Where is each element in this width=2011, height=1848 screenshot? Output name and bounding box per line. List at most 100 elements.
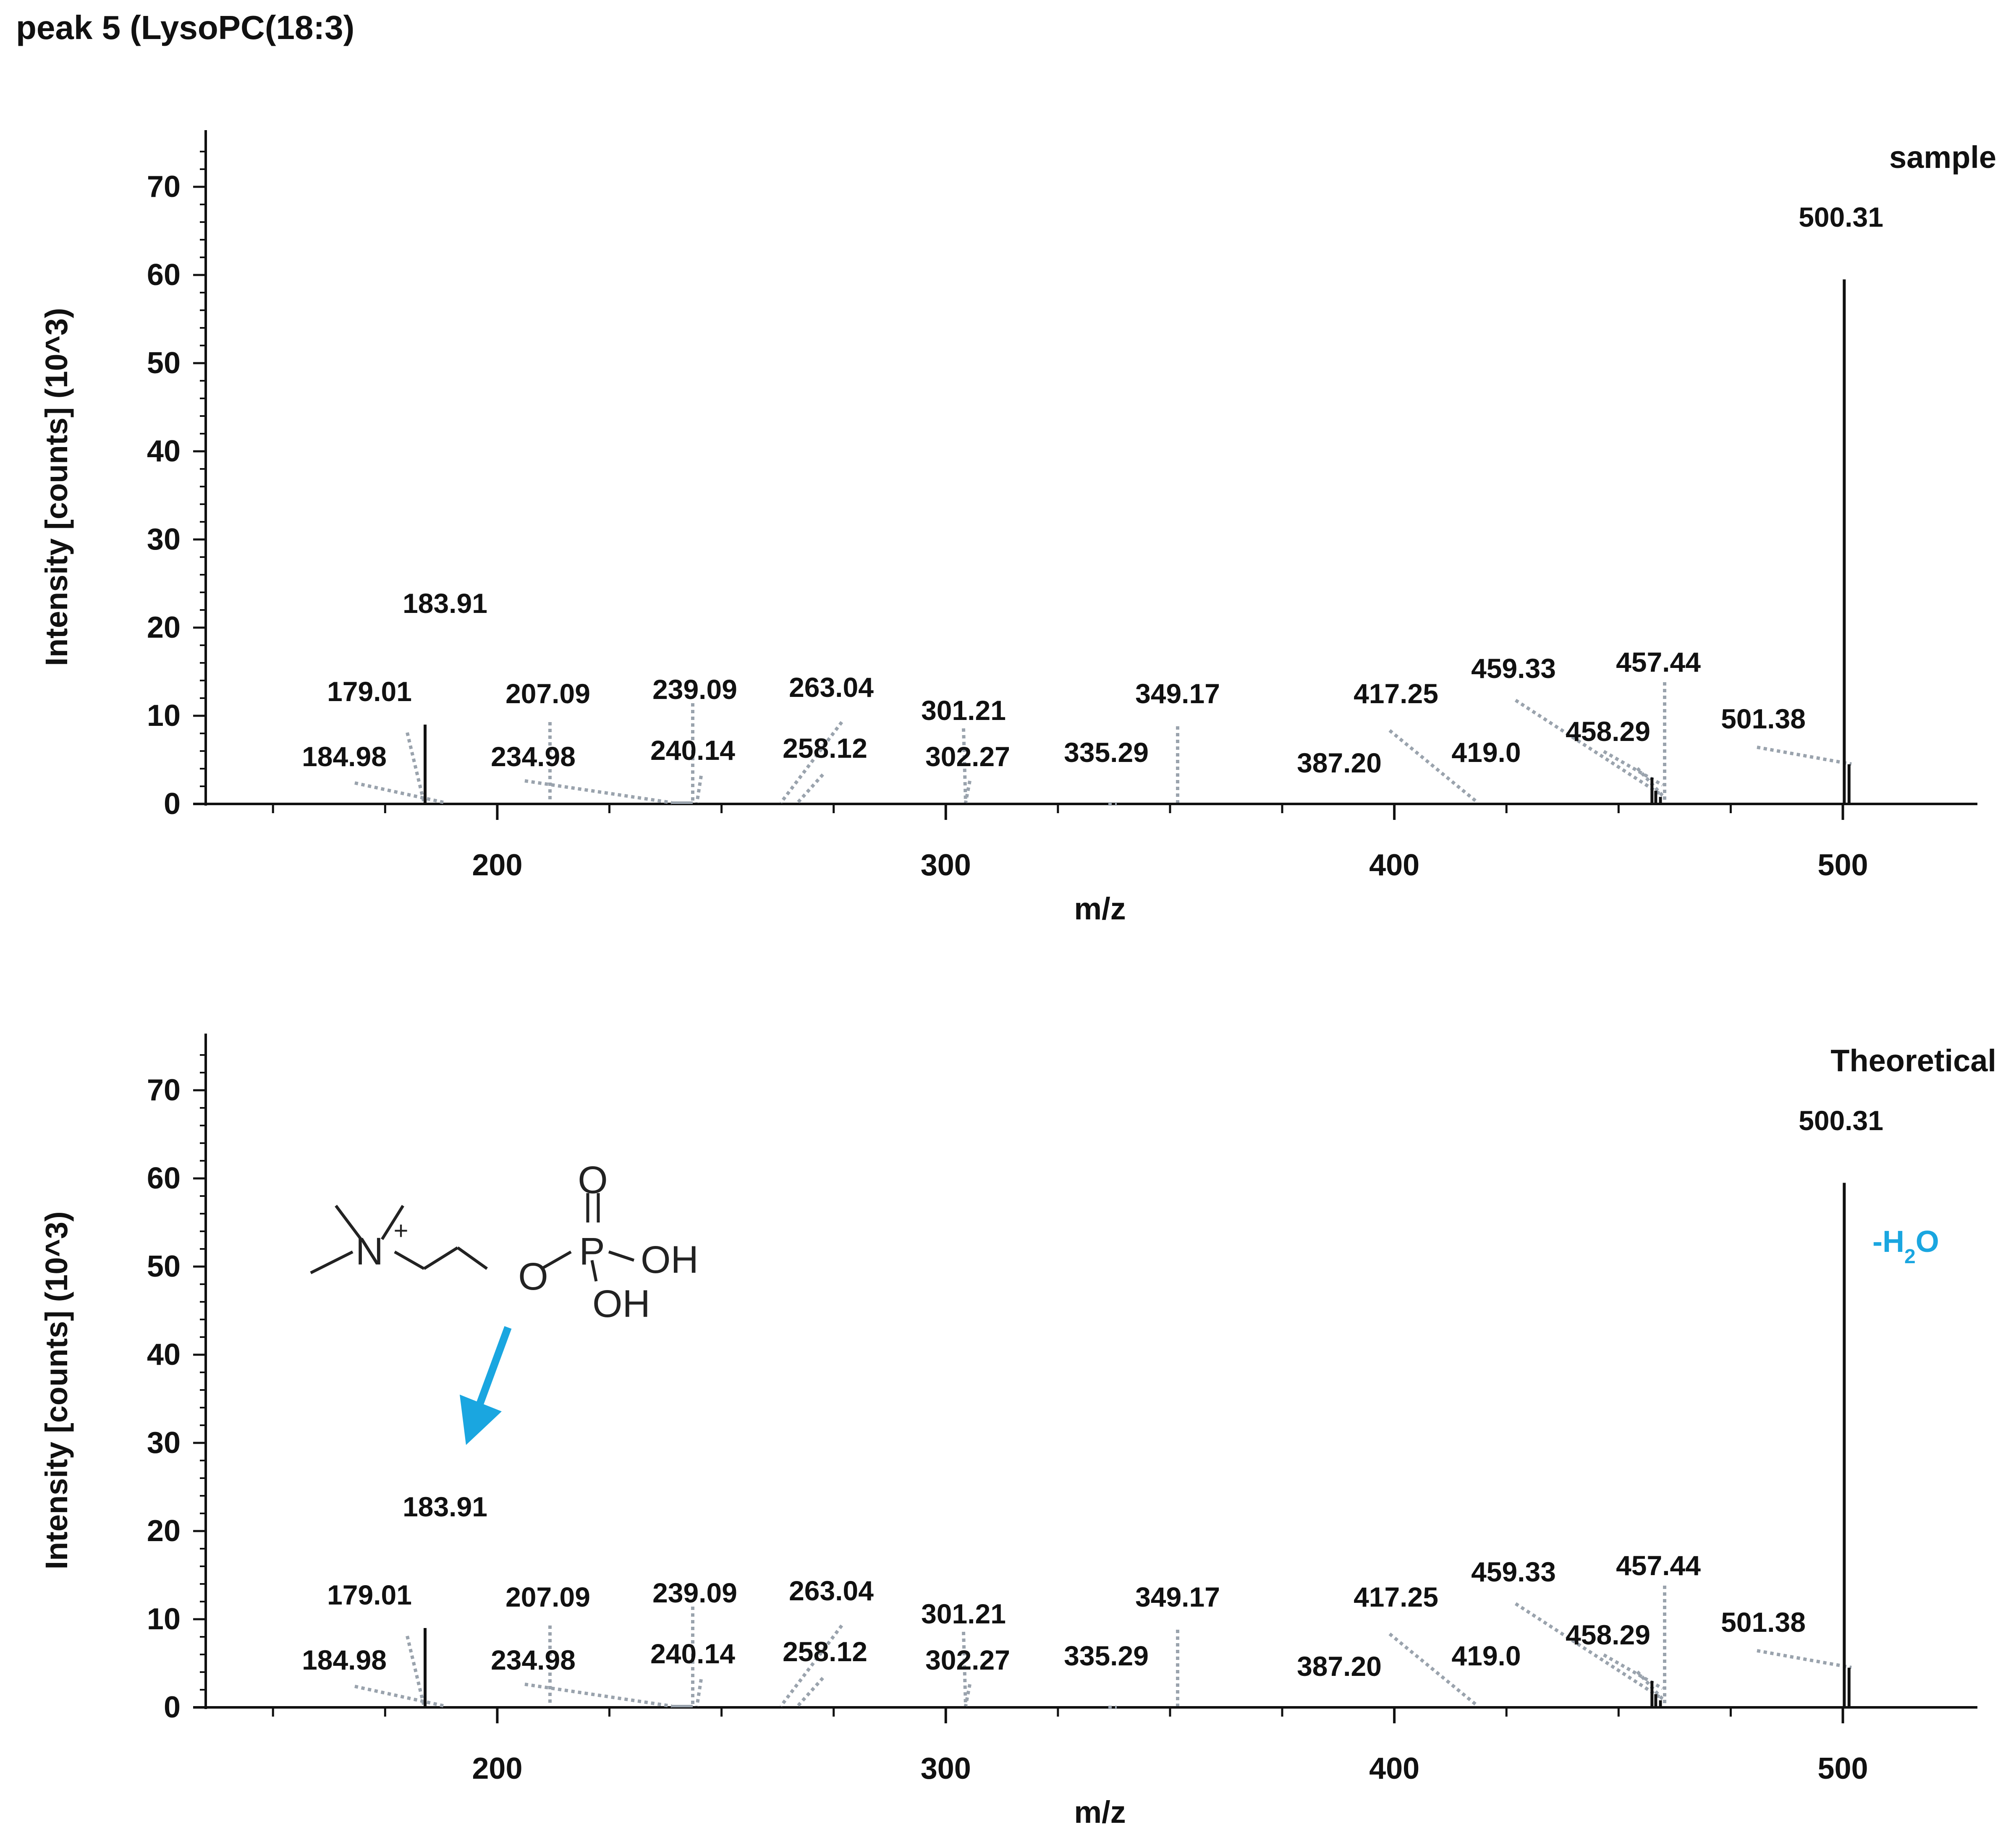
structure-bond — [608, 1250, 635, 1262]
structure-bond — [423, 1246, 458, 1270]
peak-label: 335.29 — [1064, 1640, 1149, 1671]
y-tick-label: 20 — [147, 611, 181, 644]
structure-bond — [456, 1246, 488, 1270]
peak-label: 207.09 — [505, 1581, 590, 1612]
peak-leader-line — [406, 1636, 426, 1707]
fragment-arrow-head — [460, 1395, 502, 1445]
peak-label: 183.91 — [403, 588, 487, 619]
y-tick-label: 10 — [147, 1602, 181, 1636]
x-tick-label: 400 — [1369, 1752, 1419, 1785]
peak-leader-line — [1757, 746, 1852, 766]
y-tick-label: 60 — [147, 258, 181, 292]
peak-label: 240.14 — [650, 735, 735, 766]
y-tick-label: 0 — [164, 1691, 181, 1724]
y-tick-label: 0 — [164, 787, 181, 821]
y-tick-label: 20 — [147, 1514, 181, 1548]
peak-label: 458.29 — [1566, 1619, 1650, 1650]
peak-label: 184.98 — [302, 1644, 387, 1675]
x-tick-label: 500 — [1817, 848, 1868, 882]
peak-leader-line — [354, 781, 445, 804]
water-loss-annotation: -H2O — [1872, 1225, 1939, 1268]
peak-label: 458.29 — [1566, 716, 1650, 747]
y-tick-label: 50 — [147, 1250, 181, 1283]
x-axis-title: m/z — [1074, 891, 1126, 926]
peak-label: 263.04 — [789, 672, 874, 703]
y-tick-label: 40 — [147, 1338, 181, 1372]
peak-label: 500.31 — [1799, 202, 1883, 233]
structure-atom-o: O — [518, 1255, 548, 1298]
peak-label: 302.27 — [925, 1644, 1010, 1675]
peak-label: 184.98 — [302, 741, 387, 772]
y-tick-label: 30 — [147, 1426, 181, 1460]
peak-label: 419.0 — [1451, 1640, 1521, 1671]
peak-label: 240.14 — [650, 1638, 735, 1669]
spectrum-panel-sample: 0 10 20 30 40 50 60 70 200 300 400 500 m/z Intensity … — [39, 130, 1996, 926]
peak-label: 179.01 — [327, 676, 412, 707]
structure-charge: + — [393, 1217, 408, 1245]
peak-leader-line — [1603, 750, 1663, 787]
peak-label: 301.21 — [921, 1598, 1006, 1629]
peak-leader-line — [695, 775, 703, 803]
x-tick-label: 200 — [472, 1752, 522, 1785]
x-tick-label: 300 — [921, 1752, 971, 1785]
panel-label: sample — [1889, 140, 1996, 175]
peak-label: 500.31 — [1799, 1105, 1883, 1136]
x-tick-label: 400 — [1369, 848, 1419, 882]
y-axis-title: Intensity [counts] (10^3) — [39, 1211, 74, 1569]
peak-label: 501.38 — [1721, 703, 1806, 734]
peak-label: 207.09 — [505, 678, 590, 709]
peak-label: 387.20 — [1297, 1651, 1382, 1682]
peak-leader-line — [1388, 729, 1479, 804]
structure-bond — [335, 1204, 362, 1241]
structure-atom-p: P — [579, 1230, 605, 1273]
peak-label: 417.25 — [1354, 1581, 1438, 1612]
peak-label: 239.09 — [652, 674, 737, 705]
y-tick-label: 60 — [147, 1162, 181, 1195]
peak-leader-line — [1514, 1602, 1664, 1701]
peak-leader-line — [524, 779, 672, 804]
peak-leader-line — [695, 1679, 703, 1707]
peak-leader-line — [524, 1683, 672, 1708]
y-tick-label: 40 — [147, 435, 181, 468]
y-tick-label: 70 — [147, 1073, 181, 1107]
peak-label: 234.98 — [491, 1644, 576, 1675]
y-tick-label: 10 — [147, 699, 181, 733]
peak-leader-line — [962, 728, 967, 803]
peak-label: 258.12 — [783, 733, 867, 764]
peak-label: 263.04 — [789, 1575, 874, 1606]
peak-label: 417.25 — [1354, 678, 1438, 709]
structure-bond — [394, 1250, 425, 1270]
peak-label: 179.01 — [327, 1579, 412, 1610]
choline-phosphate-structure — [310, 1193, 635, 1282]
structure-bond — [590, 1260, 598, 1282]
peak-label: 301.21 — [921, 695, 1006, 726]
peak-leader-line — [796, 773, 824, 804]
peak-label: 459.33 — [1471, 1556, 1556, 1587]
structure-group-oh: OH — [641, 1238, 699, 1281]
peak-label: 302.27 — [925, 741, 1010, 772]
peak-label: 239.09 — [652, 1577, 737, 1608]
peak-leader-line — [1603, 1653, 1663, 1690]
x-tick-label: 200 — [472, 848, 522, 882]
y-tick-label: 50 — [147, 346, 181, 380]
peak-leader-line — [962, 1631, 967, 1707]
peak-label: 457.44 — [1616, 647, 1701, 678]
page-title: peak 5 (LysoPC(18:3) — [16, 9, 355, 46]
peak-label: 387.20 — [1297, 747, 1382, 778]
peak-label: 234.98 — [491, 741, 576, 772]
peak-label: 419.0 — [1451, 737, 1521, 768]
peak-label: 457.44 — [1616, 1550, 1701, 1581]
y-axis-title: Intensity [counts] (10^3) — [39, 308, 74, 666]
peak-leader-line — [354, 1685, 445, 1708]
x-tick-label: 300 — [921, 848, 971, 882]
structure-bond — [310, 1250, 353, 1275]
spectrum-panel-theoretical: 0 10 20 30 40 50 60 70 200 300 400 500 m/z Intensity … — [39, 1034, 1996, 1830]
peak-label: 459.33 — [1471, 653, 1556, 684]
peak-label: 183.91 — [403, 1491, 487, 1522]
y-tick-label: 30 — [147, 523, 181, 556]
panel-label: Theoretical — [1830, 1043, 1996, 1078]
structure-atom-o-double: O — [578, 1159, 608, 1201]
peak-leader-line — [1757, 1649, 1852, 1669]
peak-leader-line — [406, 732, 426, 803]
peak-label: 349.17 — [1135, 678, 1220, 709]
